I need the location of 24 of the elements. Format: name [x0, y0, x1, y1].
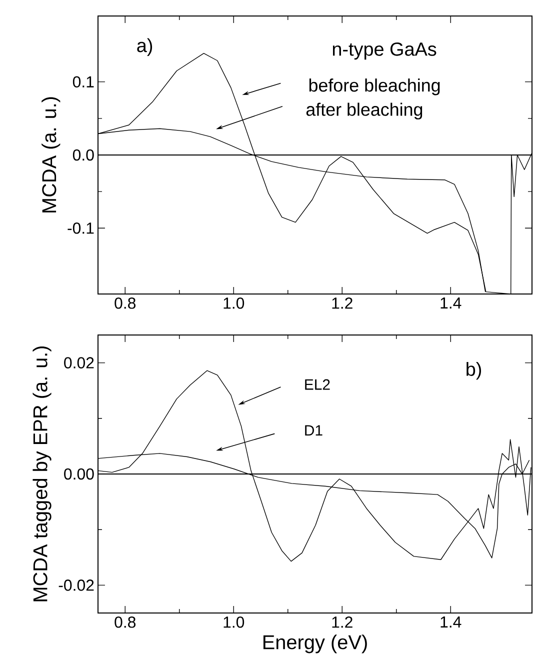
x-tick-label: 1.4 [440, 616, 462, 628]
annotation: b) [466, 362, 482, 380]
y-tick-label: 0.0 [72, 149, 94, 161]
annotation: after bleaching [306, 102, 422, 120]
y-axis-title: MCDA tagged by EPR (a. u.) [32, 346, 52, 602]
x-tick-label: 1.4 [440, 298, 462, 308]
y-tick-label: -0.1 [68, 222, 94, 234]
x-tick-label: 1.0 [224, 616, 244, 628]
x-axis-title: Energy (eV) [263, 634, 367, 654]
x-tick-label: 1.0 [224, 298, 244, 309]
x-tick-label: 0.8 [114, 616, 136, 628]
x-tick-label: 0.8 [114, 298, 136, 309]
y-tick-label: -0.02 [58, 580, 94, 591]
x-tick-label: 1.2 [332, 298, 352, 309]
annotation: n-type GaAs [332, 42, 436, 60]
y-tick-label: 0.02 [64, 357, 94, 368]
annotation: a) [137, 38, 152, 56]
annotation: EL2 [305, 379, 330, 390]
y-axis-title: MCDA (a. u.) [42, 97, 60, 212]
x-tick-label: 1.2 [332, 616, 352, 628]
annotation: before bleaching [309, 78, 440, 96]
y-tick-label: 0.1 [72, 76, 94, 88]
y-tick-label: 0.00 [64, 468, 94, 480]
annotation: D1 [305, 425, 322, 436]
